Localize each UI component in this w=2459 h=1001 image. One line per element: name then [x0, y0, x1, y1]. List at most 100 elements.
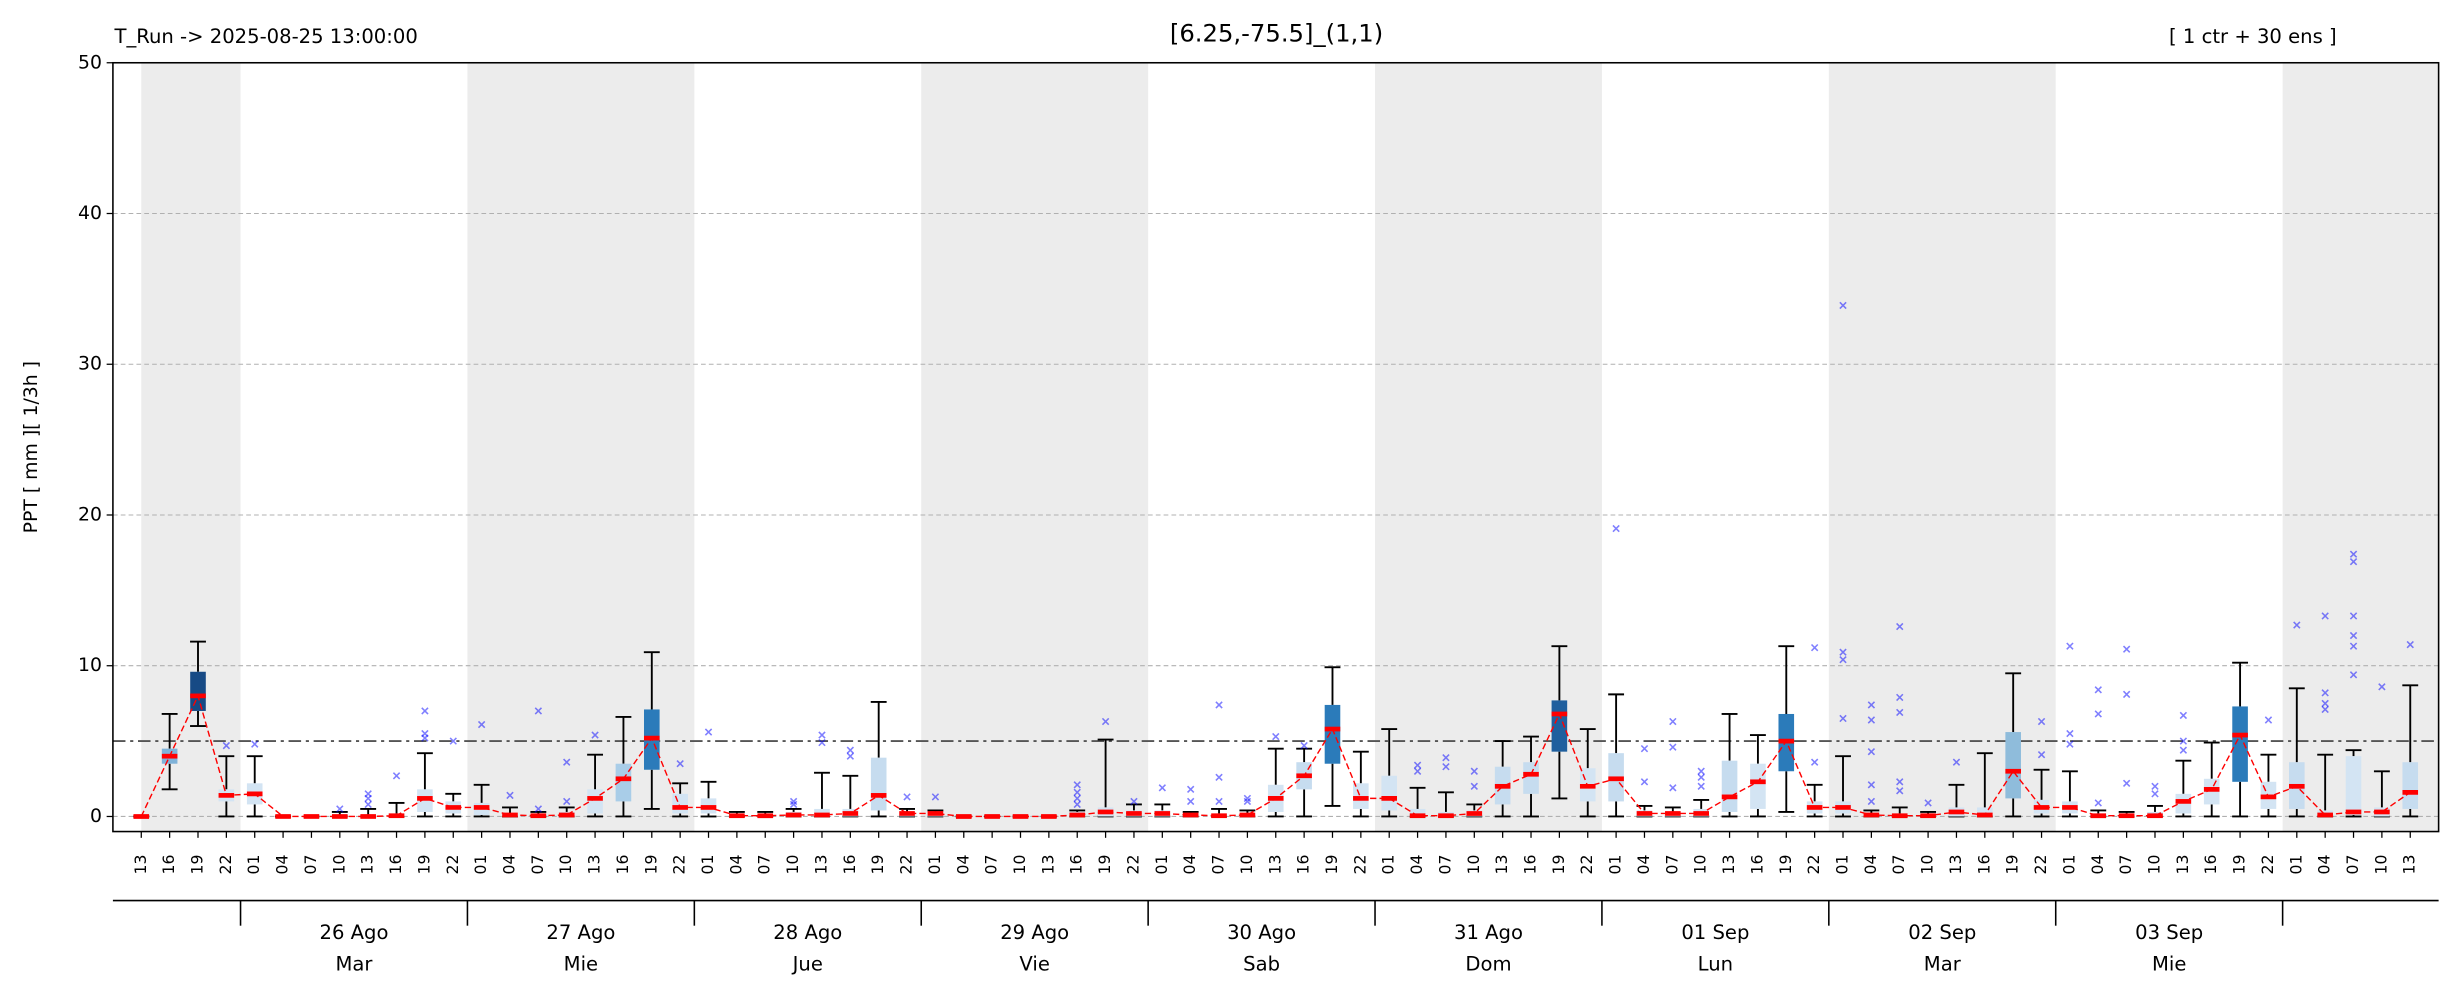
flier — [1952, 758, 1961, 766]
y-tick-label: 10 — [78, 655, 102, 676]
flier — [1640, 778, 1649, 786]
flier — [846, 752, 855, 760]
x-tick-label: 19 — [2230, 855, 2249, 875]
flier — [1442, 753, 1450, 762]
flier — [2321, 705, 2329, 714]
x-tick-label: 13 — [1038, 855, 1057, 875]
x-tick-label: 13 — [1492, 855, 1511, 875]
x-tick-label: 19 — [1776, 855, 1795, 875]
flier — [2406, 640, 2414, 649]
box — [587, 789, 603, 814]
flier — [2321, 612, 2329, 620]
chart-title: [6.25,-75.5]_(1,1) — [1170, 19, 1383, 48]
flier — [534, 707, 543, 715]
box — [1409, 808, 1426, 817]
x-tick-label: 13 — [585, 855, 604, 875]
x-tick-label: 07 — [301, 855, 320, 875]
flier — [364, 800, 372, 809]
x-tick-label: 01 — [1606, 855, 1625, 875]
x-tick-label: 22 — [443, 855, 462, 875]
y-tick-label: 30 — [78, 354, 102, 375]
flier — [1243, 797, 1252, 806]
flier — [2037, 750, 2046, 759]
flier — [506, 791, 514, 800]
x-tick-label: 01 — [2286, 855, 2305, 875]
x-tick-label: 13 — [1946, 855, 1965, 875]
x-tick-label: 07 — [755, 855, 774, 875]
x-tick-label: 13 — [2400, 855, 2419, 875]
flier — [1215, 701, 1223, 709]
x-tick-label: 01 — [1152, 855, 1171, 875]
box — [615, 763, 632, 802]
x-tick-label: 16 — [840, 855, 859, 875]
x-tick-label: 07 — [1435, 855, 1454, 875]
x-tick-label: 16 — [386, 855, 405, 875]
y-tick-label: 40 — [78, 203, 102, 224]
day-date: 01 Sep — [1681, 921, 1749, 944]
members-label: [ 1 ctr + 30 ens ] — [2169, 25, 2337, 48]
flier — [477, 720, 486, 729]
x-tick-label: 04 — [726, 855, 745, 875]
box — [2345, 756, 2362, 815]
flier — [2066, 642, 2074, 650]
flier — [931, 793, 940, 801]
day-weekday: Sab — [1243, 952, 1280, 975]
day-date: 02 Sep — [1908, 921, 1976, 944]
flier — [2179, 746, 2188, 754]
day-weekday: Mie — [564, 952, 598, 975]
x-tick-label: 01 — [1833, 855, 1852, 875]
x-tick-label: 07 — [1889, 855, 1908, 875]
flier — [2349, 558, 2358, 566]
flier — [563, 797, 571, 806]
day-weekday: Jue — [791, 952, 823, 975]
x-tick-label: 01 — [1379, 855, 1398, 875]
x-tick-label: 22 — [1577, 855, 1596, 875]
x-tick-label: 13 — [358, 855, 377, 875]
flier — [2122, 690, 2131, 699]
x-tick-label: 19 — [868, 855, 887, 875]
flier — [2179, 711, 2188, 720]
x-tick-label: 16 — [1294, 855, 1313, 875]
flier — [2066, 729, 2074, 738]
x-tick-label: 16 — [1974, 855, 1993, 875]
flier — [1697, 767, 1705, 775]
flier — [2094, 710, 2102, 718]
flier — [1867, 716, 1876, 724]
flier — [1669, 717, 1677, 726]
x-tick-label: 01 — [2059, 855, 2078, 875]
x-tick-label: 01 — [925, 855, 944, 875]
flier — [1669, 784, 1677, 792]
x-tick-label: 10 — [1464, 855, 1483, 875]
x-tick-label: 04 — [2315, 855, 2334, 875]
x-tick-label: 22 — [216, 855, 235, 875]
box — [870, 757, 887, 811]
x-tick-label: 10 — [1010, 855, 1029, 875]
flier — [1130, 797, 1138, 806]
flier — [2349, 642, 2358, 650]
x-tick-label: 10 — [1918, 855, 1937, 875]
flier — [1186, 797, 1195, 806]
box — [2232, 706, 2248, 782]
flier — [1300, 741, 1308, 750]
plot-frame — [112, 61, 2440, 833]
flier — [1924, 799, 1932, 807]
flier — [1867, 781, 1876, 789]
flier — [2179, 737, 2188, 745]
x-tick-label: 07 — [982, 855, 1001, 875]
day-shade — [2282, 62, 2439, 832]
flier — [1470, 767, 1478, 775]
x-tick-label: 16 — [1067, 855, 1086, 875]
x-tick-label: 10 — [783, 855, 802, 875]
flier — [1810, 758, 1819, 766]
y-tick-label: 50 — [78, 52, 102, 73]
x-tick-label: 16 — [159, 855, 178, 875]
flier — [1073, 781, 1081, 789]
flier — [2151, 790, 2159, 798]
x-tick-label: 07 — [1662, 855, 1681, 875]
flier — [591, 731, 599, 739]
flier — [2037, 717, 2046, 726]
x-tick-label: 04 — [499, 855, 518, 875]
flier — [1640, 744, 1649, 753]
flier — [2094, 686, 2102, 694]
